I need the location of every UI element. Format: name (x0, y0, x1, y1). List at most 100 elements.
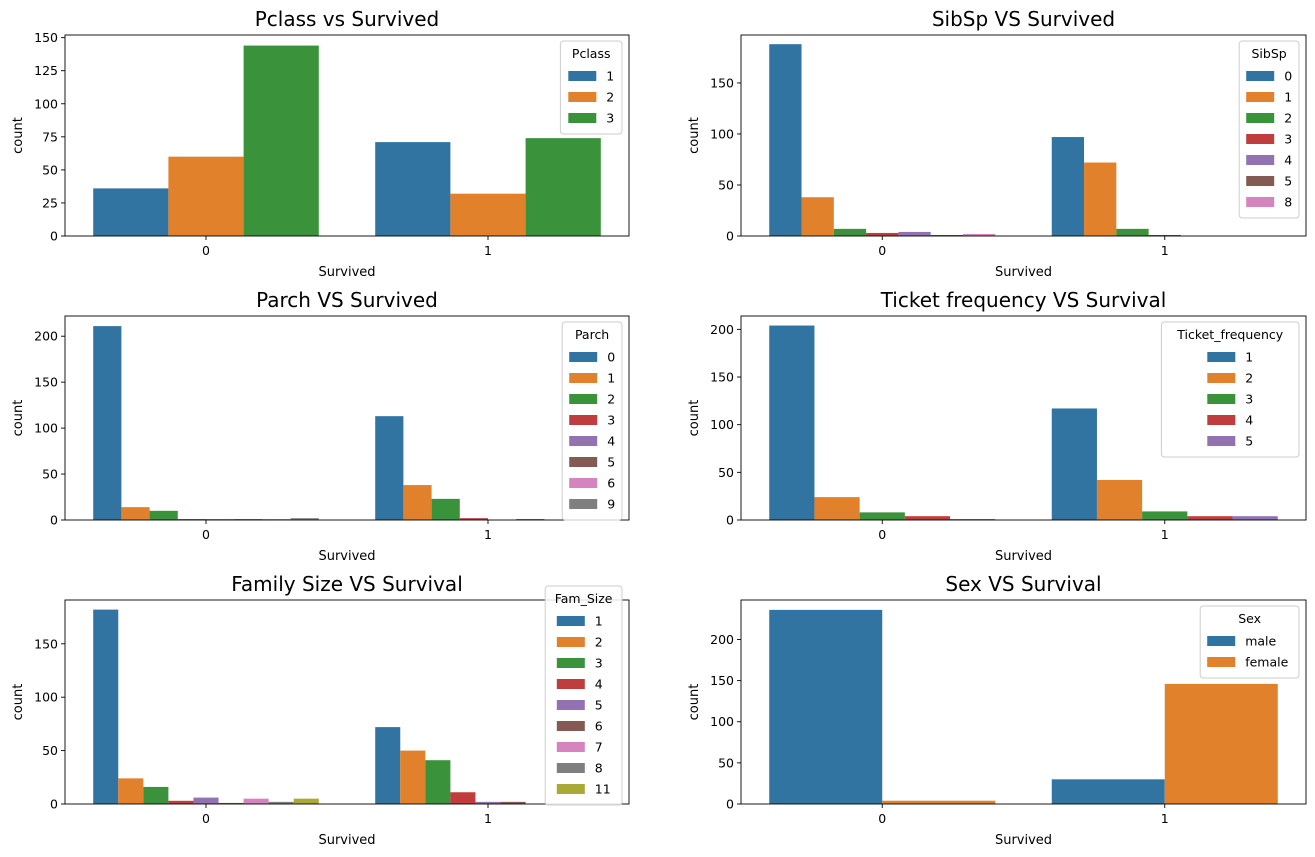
y-tick-label: 150 (34, 636, 58, 651)
axes-frame (740, 599, 1307, 805)
chart-title: Pclass vs Survived (255, 7, 440, 31)
bar-female-survived-0 (882, 800, 996, 804)
y-axis-label: count (687, 400, 702, 437)
x-axis-label: Survived (318, 265, 375, 280)
legend-label-0: 0 (607, 350, 615, 365)
chart-panel-6: Sex VS Survival 0 50 100 150 200 0 1 Survived cou… (687, 572, 1307, 848)
chart-panel-5: Family Size VS Survival 0 50 100 150 0 1 Surviv… (11, 572, 630, 848)
chart-panel-4: Ticket frequency VS Survival050100150200… (687, 288, 1307, 564)
legend: Pclass 1 2 3 (559, 40, 623, 135)
y-tick-label: 75 (42, 129, 58, 144)
y-tick-label: 0 (726, 797, 734, 812)
y-tick-label: 50 (42, 467, 58, 482)
legend-label-1: 1 (1284, 90, 1292, 105)
bar-3-survived-0 (177, 519, 206, 520)
legend-label-3: 3 (595, 656, 603, 671)
legend-swatch-11 (556, 784, 585, 794)
bar-1-survived-0 (801, 197, 834, 236)
legend-swatch-female (1207, 657, 1236, 667)
y-tick-label: 0 (726, 229, 734, 244)
legend-title: Fam_Size (555, 591, 613, 606)
x-tick-label: 1 (484, 527, 492, 542)
bar-1-survived-1 (375, 727, 401, 804)
legend-title: Parch (575, 327, 609, 342)
legend-label-4: 4 (1245, 413, 1253, 428)
y-axis-label: count (11, 117, 26, 154)
bar-2-survived-1 (450, 193, 526, 236)
bar-3-survived-1 (1148, 234, 1181, 236)
legend-swatch-1 (568, 71, 597, 81)
bar-3-survived-0 (866, 232, 899, 236)
legend-swatch-0 (1246, 71, 1275, 81)
legend-label-male: male (1245, 634, 1276, 649)
chart-title: SibSp VS Survived (932, 7, 1115, 31)
x-tick-label: 0 (878, 243, 886, 258)
legend-label-8: 8 (1284, 195, 1292, 210)
legend-title: Pclass (572, 46, 611, 61)
y-tick-label: 50 (718, 755, 734, 770)
bar-2-survived-0 (149, 510, 178, 520)
x-tick-label: 1 (484, 811, 492, 826)
y-tick-label: 100 (710, 714, 734, 729)
axes-frame (64, 315, 630, 521)
legend-swatch-4 (1246, 155, 1275, 165)
axes-frame (740, 34, 1307, 237)
legend-label-3: 3 (1245, 392, 1253, 407)
legend-label-2: 2 (607, 392, 615, 407)
bar-5-survived-0 (234, 519, 263, 520)
legend-swatch-2 (569, 394, 598, 404)
legend-swatch-8 (1246, 197, 1275, 207)
bar-8-survived-0 (962, 233, 996, 236)
legend-box (1238, 40, 1300, 219)
y-tick-label: 100 (34, 96, 58, 111)
y-tick-label: 100 (710, 417, 734, 432)
legend-swatch-4 (1207, 415, 1236, 425)
bar-1-survived-1 (1084, 162, 1117, 236)
bar-4-survived-0 (898, 231, 931, 236)
legend-swatch-1 (556, 616, 585, 626)
legend-swatch-2 (1207, 373, 1236, 383)
y-tick-label: 150 (710, 370, 734, 385)
legend-swatch-5 (1246, 176, 1275, 186)
bar-1-survived-1 (403, 485, 432, 520)
x-tick-label: 0 (878, 527, 886, 542)
y-tick-label: 200 (34, 329, 58, 344)
bar-6-survived-1 (500, 801, 526, 804)
legend-swatch-6 (569, 478, 598, 488)
y-tick-label: 100 (34, 690, 58, 705)
bar-3-survived-0 (143, 786, 169, 804)
bar-5-survived-1 (1232, 516, 1278, 520)
bar-1-survived-1 (1051, 408, 1097, 520)
bar-1-survived-0 (93, 188, 169, 236)
y-axis-label: count (687, 117, 702, 154)
bar-1-survived-0 (121, 507, 150, 520)
bar-5-survived-1 (516, 519, 545, 520)
bar-2-survived-1 (400, 750, 426, 804)
y-tick-label: 50 (42, 743, 58, 758)
legend-label-3: 3 (606, 111, 614, 126)
bar-3-survived-0 (859, 512, 905, 520)
bar-5-survived-0 (930, 234, 963, 236)
legend-swatch-3 (556, 658, 585, 668)
legend-swatch-3 (1207, 394, 1236, 404)
y-tick-label: 150 (710, 673, 734, 688)
bar-11-survived-0 (293, 798, 319, 804)
legend-swatch-5 (556, 700, 585, 710)
legend-label-1: 1 (1245, 350, 1253, 365)
legend-swatch-5 (1207, 436, 1236, 446)
legend: Ticket_frequency 1 2 3 4 5 (1160, 321, 1300, 458)
bar-1-survived-1 (375, 142, 451, 236)
bar-0-survived-1 (1051, 137, 1085, 236)
bar-1-survived-0 (93, 609, 119, 804)
x-axis-label: Survived (995, 549, 1052, 564)
x-tick-label: 1 (1161, 811, 1169, 826)
y-tick-label: 0 (726, 513, 734, 528)
x-tick-label: 1 (1161, 243, 1169, 258)
legend-label-0: 0 (1284, 69, 1292, 84)
x-tick-label: 1 (1161, 527, 1169, 542)
bar-3-survived-1 (425, 760, 451, 804)
legend-swatch-1 (1207, 352, 1236, 362)
legend-swatch-3 (568, 113, 597, 123)
